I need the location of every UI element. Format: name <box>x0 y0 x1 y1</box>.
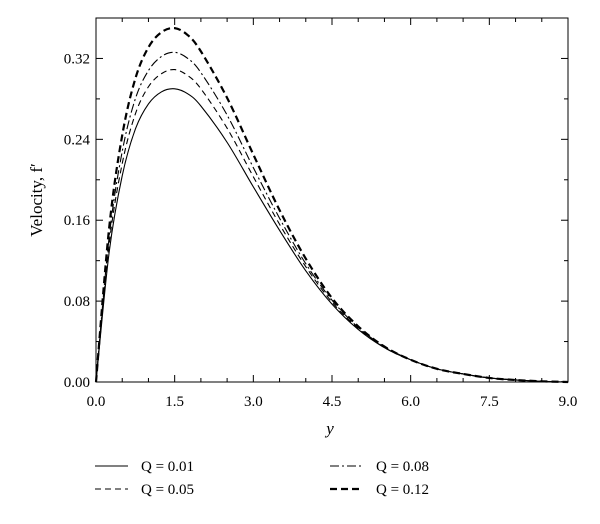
legend-label-3: Q = 0.08 <box>376 459 429 475</box>
legend-label-4: Q = 0.12 <box>376 482 429 498</box>
series-line-2 <box>95 68 569 383</box>
legend: Q = 0.01 Q = 0.05 Q = 0.08 Q = 0.12 <box>95 459 429 498</box>
legend-label-1: Q = 0.01 <box>141 459 194 475</box>
series-layer <box>94 26 569 384</box>
x-tick-label: 1.5 <box>165 394 184 410</box>
y-tick-label: 0.08 <box>64 294 90 310</box>
y-tick-label: 0.16 <box>64 213 91 229</box>
y-tick-label: 0.00 <box>64 375 90 391</box>
x-tick-label: 7.5 <box>480 394 499 410</box>
plot-frame <box>95 17 569 383</box>
series-line-3 <box>95 51 569 383</box>
y-tick-label: 0.24 <box>64 132 91 148</box>
x-tick-label: 9.0 <box>559 394 578 410</box>
y-ticks: 0.00 0.08 0.16 0.24 0.32 <box>64 51 568 391</box>
x-tick-label: 4.5 <box>323 394 342 410</box>
x-axis-label: y <box>324 419 334 438</box>
y-tick-label: 0.32 <box>64 51 90 67</box>
series-line-4 <box>94 26 569 384</box>
x-tick-label: 0.0 <box>87 394 106 410</box>
legend-label-2: Q = 0.05 <box>141 482 194 498</box>
x-tick-label: 3.0 <box>244 394 263 410</box>
x-ticks: 0.0 1.5 3.0 4.5 6.0 7.5 9.0 <box>87 18 578 410</box>
x-tick-label: 6.0 <box>401 394 420 410</box>
series-line-1 <box>95 88 569 383</box>
y-axis-label: Velocity, f′ <box>27 163 46 236</box>
